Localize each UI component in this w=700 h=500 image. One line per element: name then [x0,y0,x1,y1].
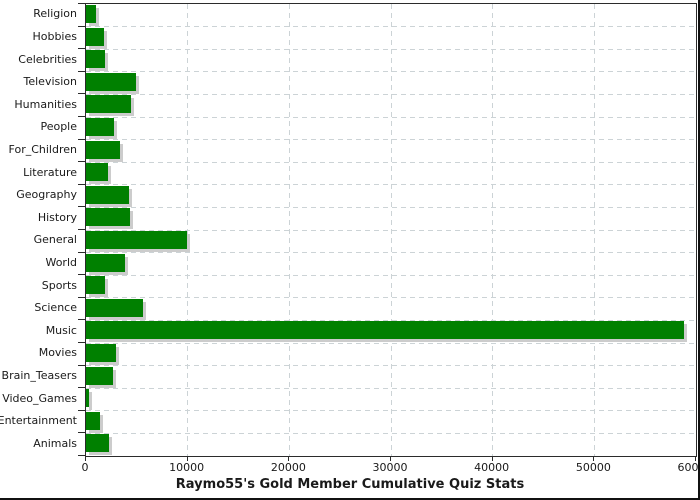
y-axis-tick [78,25,85,27]
bar-sports [86,276,105,295]
y-label-religion: Religion [33,7,77,21]
x-axis-tick [186,456,188,461]
y-label-hobbies: Hobbies [32,29,77,43]
h-gridline [86,297,696,299]
y-label-television: Television [23,75,78,89]
bar-geography [86,185,130,204]
bar-for_children [86,140,121,159]
x-axis-tick [288,456,290,461]
bar-animals [86,434,110,453]
bar-religion [86,5,97,23]
bar-history [86,208,130,227]
x-tick-label: 20000 [270,461,306,474]
h-gridline [86,432,696,434]
h-gridline [86,139,696,141]
y-label-people: People [40,120,77,134]
y-label-entertainment: Entertainment [0,414,77,428]
plot-area [85,3,697,457]
y-label-humanities: Humanities [14,97,77,111]
y-axis-tick [78,93,85,95]
h-gridline [86,252,696,254]
h-gridline [86,161,696,163]
bar-literature [86,163,108,182]
x-axis-tick [390,456,391,461]
h-gridline [86,116,696,118]
h-gridline [86,184,696,186]
h-gridline [86,71,696,73]
x-axis-tick [85,456,86,461]
bar-entertainment [86,411,100,430]
h-gridline [86,365,696,367]
y-axis-tick [78,409,85,411]
h-gridline [86,274,696,276]
y-axis-tick [78,296,85,298]
y-axis-tick [78,161,85,163]
x-axis-tick [491,456,493,461]
x-tick-label: 50000 [575,461,611,474]
y-label-literature: Literature [23,165,77,179]
bar-people [86,118,114,136]
y-axis-tick [78,229,85,230]
y-axis-tick [78,342,85,343]
y-label-brain_teasers: Brain_Teasers [1,368,77,382]
y-label-for_children: For_Children [8,142,77,156]
y-label-world: World [45,255,77,269]
h-gridline [86,387,696,389]
y-axis-tick [78,387,85,389]
bar-humanities [86,95,132,114]
x-tick-label: 40000 [474,461,510,474]
y-label-video_games: Video_Games [2,391,77,405]
y-axis-tick [78,183,85,185]
bar-general [86,231,187,249]
h-gridline [86,342,696,344]
h-gridline [86,319,696,321]
h-gridline [86,206,696,208]
x-tick-label: 30000 [372,461,408,474]
y-label-geography: Geography [16,188,77,202]
bar-hobbies [86,27,104,46]
y-axis-tick [78,319,85,321]
y-axis-tick [78,251,85,253]
y-axis-tick [78,116,85,117]
y-label-animals: Animals [33,436,77,450]
bar-world [86,253,126,272]
h-gridline [86,93,696,95]
chart-title: Raymo55's Gold Member Cumulative Quiz St… [175,477,525,492]
h-gridline [86,410,696,412]
bar-video_games [86,389,90,408]
h-gridline [86,26,696,28]
h-gridline [86,229,696,231]
x-axis-tick [593,456,595,461]
bar-television [86,72,136,91]
y-axis-tick [78,274,85,276]
y-axis-tick [78,432,85,434]
y-axis-tick [78,206,85,208]
bar-science [86,298,144,317]
bar-celebrities [86,50,105,69]
bar-movies [86,344,116,362]
y-label-movies: Movies [38,346,77,360]
h-gridline [86,48,696,50]
x-tick-label: 60000 [677,461,699,474]
y-label-celebrities: Celebrities [18,52,77,66]
x-axis-tick [695,456,696,461]
bar-music [86,321,684,340]
y-axis-tick [78,455,85,456]
y-axis-tick [78,364,85,366]
y-label-history: History [37,210,77,224]
y-axis-tick [78,3,85,4]
x-tick-label: 0 [81,461,89,474]
bar-brain_teasers [86,366,114,385]
x-tick-label: 10000 [169,461,205,474]
y-label-science: Science [34,301,77,315]
y-label-sports: Sports [41,278,77,292]
y-axis-tick [78,70,85,72]
y-label-general: General [33,233,77,247]
y-label-music: Music [45,323,77,337]
y-axis-tick [78,48,85,50]
y-axis-tick [78,138,85,140]
